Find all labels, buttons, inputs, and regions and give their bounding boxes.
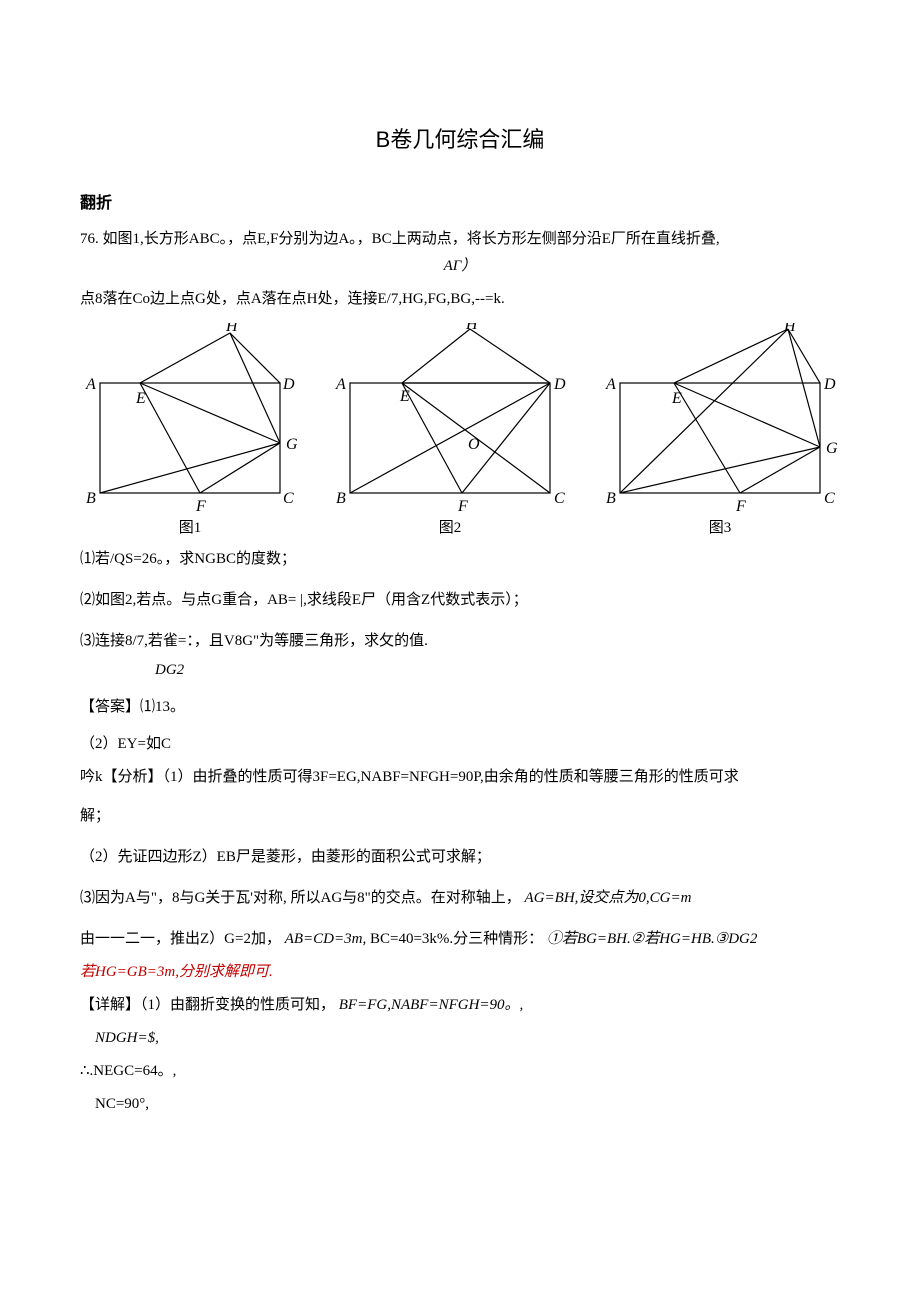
figure-3-block: A D B C E F G H 图3 [600,323,840,542]
detail-tail: BF=FG,NABF=NFGH=90。, [339,997,524,1013]
svg-text:O: O [468,436,480,453]
detail-d3: NC=90°, [80,1091,840,1118]
svg-text:E: E [671,390,682,407]
problem-sup-fragment: AΓ） [80,253,840,280]
section-heading: 翻折 [80,190,840,219]
question-1: ⑴若/QS=26。，求NGBC的度数； [80,546,840,573]
figure-1-block: A D B C E F G H 图1 [80,323,300,542]
problem-intro-1: 76. 如图1,长方形ABC。，点E,F分别为边A。，BC上两动点，将长方形左侧… [80,226,840,253]
analysis-3b-tail2: ①若BG=BH.②若HG=HB.③DG2 [547,931,757,947]
svg-text:H: H [465,323,479,333]
answer-line-2: （2）EY=如C [80,731,840,758]
detail-d2: ∴.NEGC=64。, [80,1058,840,1085]
svg-text:E: E [399,388,410,405]
figure-1-caption: 图1 [80,515,300,542]
svg-text:A: A [335,376,346,393]
svg-text:H: H [783,323,797,335]
svg-text:G: G [826,440,838,457]
svg-text:B: B [606,490,616,507]
svg-text:H: H [225,323,239,335]
answer-line-1: 【答案】⑴13。 [80,694,840,721]
analysis-3a-text: ⑶因为A与"，8与G关于瓦'对称, 所以AG与8"的交点。在对称轴上， [80,890,521,906]
analysis-3b-tail1: BC=40=3k%.分三种情形： [370,931,543,947]
question-3-sub: DG2 [80,657,840,684]
figure-1-svg: A D B C E F G H [80,323,300,513]
detail-label: 【详解】（1）由翻折变换的性质可知， [80,997,335,1013]
figure-2-caption: 图2 [330,515,570,542]
svg-text:F: F [195,498,206,513]
figure-2-svg: A D B C E F H O [330,323,570,513]
svg-text:A: A [605,376,616,393]
svg-text:B: B [336,490,346,507]
analysis-3c: 若HG=GB=3m,分别求解即可. [80,959,840,986]
svg-text:D: D [823,376,836,393]
svg-text:C: C [554,490,565,507]
figure-3-caption: 图3 [600,515,840,542]
analysis-1-tail: 解； [80,803,840,830]
analysis-1: 吟k【分析】（1）由折叠的性质可得3F=EG,NABF=NFGH=90P,由余角… [80,764,840,791]
question-3: ⑶连接8/7,若雀=：，且V8G"为等腰三角形，求攵的值. [80,628,840,655]
svg-text:C: C [824,490,835,507]
analysis-3a-italic: AG=BH,设交点为0,CG=m [525,890,692,906]
svg-text:F: F [735,498,746,513]
question-2: ⑵如图2,若点。与点G重合，AB= |,求线段E尸（用含Z代数式表示）； [80,587,840,614]
detail-line: 【详解】（1）由翻折变换的性质可知， BF=FG,NABF=NFGH=90。, [80,992,840,1019]
svg-text:C: C [283,490,294,507]
problem-intro-2: 点8落在Co边上点G处，点A落在点H处，连接E/7,HG,FG,BG,--=k. [80,286,840,313]
figure-3-svg: A D B C E F G H [600,323,840,513]
svg-text:A: A [85,376,96,393]
analysis-2: （2）先证四边形Z）EB尸是菱形，由菱形的面积公式可求解； [80,844,840,871]
figure-2-block: A D B C E F H O 图2 [330,323,570,542]
svg-text:G: G [286,436,298,453]
page-title: B卷几何综合汇编 [80,120,840,160]
analysis-3b-mid: AB=CD=3m, [285,931,367,947]
svg-text:F: F [457,498,468,513]
analysis-3a: ⑶因为A与"，8与G关于瓦'对称, 所以AG与8"的交点。在对称轴上， AG=B… [80,885,840,912]
analysis-3b-lead: 由一一二一，推出Z）G=2加， [80,931,281,947]
analysis-3b: 由一一二一，推出Z）G=2加， AB=CD=3m, BC=40=3k%.分三种情… [80,926,840,953]
svg-text:E: E [135,390,146,407]
svg-text:D: D [282,376,295,393]
figures-row: A D B C E F G H 图1 [80,323,840,542]
detail-d1: NDGH=$, [80,1025,840,1052]
svg-text:B: B [86,490,96,507]
svg-text:D: D [553,376,566,393]
